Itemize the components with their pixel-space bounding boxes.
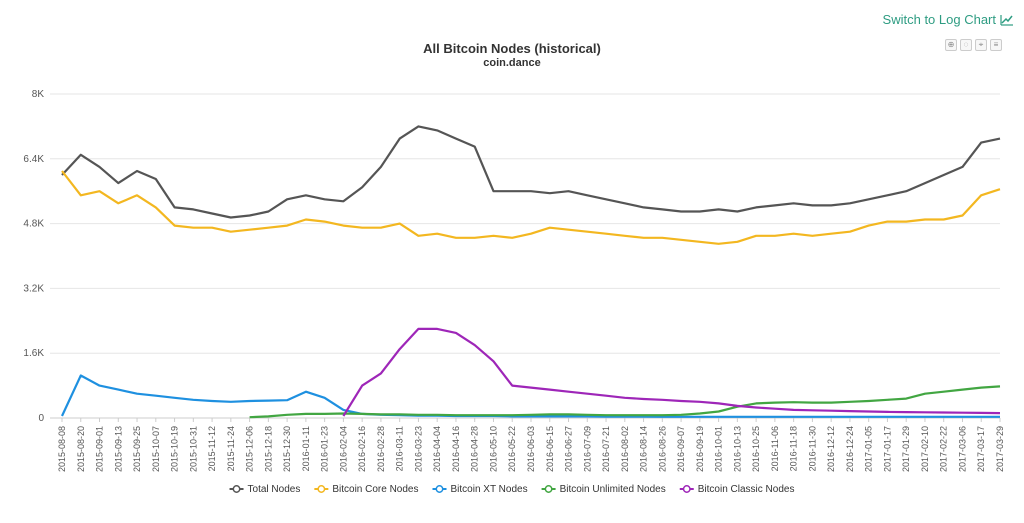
legend-label: Bitcoin Classic Nodes: [698, 484, 795, 495]
x-tick-label: 2016-12-24: [845, 426, 855, 472]
x-tick-label: 2016-04-04: [432, 426, 442, 472]
x-tick-label: 2015-10-07: [151, 426, 161, 472]
x-tick-label: 2015-12-06: [245, 426, 255, 472]
legend-label: Bitcoin Core Nodes: [332, 484, 418, 495]
x-axis: 2015-08-08 2015-08-20 2015-09-01 2015-09-13…: [57, 418, 1005, 472]
x-tick-label: 2016-08-26: [657, 426, 667, 472]
y-tick-label: 3.2K: [23, 283, 44, 294]
series-line-bitcoin-xt-nodes[interactable]: [61, 374, 1000, 418]
legend-label: Bitcoin Unlimited Nodes: [560, 484, 666, 495]
legend-marker-icon: [682, 485, 691, 493]
x-tick-label: 2017-02-10: [920, 426, 930, 472]
legend-item[interactable]: Bitcoin Classic Nodes: [679, 484, 795, 495]
x-tick-label: 2016-08-14: [639, 426, 649, 472]
series-line-bitcoin-classic-nodes[interactable]: [342, 327, 1001, 417]
y-tick-label: 8K: [32, 89, 45, 100]
x-tick-label: 2017-01-29: [901, 426, 911, 472]
x-tick-label: 2015-10-31: [188, 426, 198, 472]
series-line-bitcoin-unlimited-nodes[interactable]: [249, 385, 1001, 419]
grid-layer: [50, 93, 1000, 419]
x-tick-label: 2016-02-04: [338, 426, 348, 472]
x-tick-label: 2015-09-01: [95, 426, 105, 472]
x-tick-label: 2017-02-22: [939, 426, 949, 472]
line-chart-icon: [1000, 14, 1013, 26]
x-tick-label: 2016-01-23: [320, 426, 330, 472]
x-tick-label: 2016-12-12: [826, 426, 836, 472]
x-tick-label: 2015-08-08: [57, 426, 67, 472]
x-tick-label: 2016-11-30: [807, 426, 817, 471]
x-tick-label: 2017-03-06: [957, 426, 967, 472]
x-tick-label: 2017-01-05: [864, 426, 874, 472]
zoom-reset-icon[interactable]: ◌: [960, 39, 972, 51]
x-tick-label: 2017-01-17: [882, 426, 892, 472]
switch-to-log-chart-link[interactable]: Switch to Log Chart: [883, 12, 1014, 27]
legend-marker-icon: [544, 485, 553, 493]
x-tick-label: 2016-05-10: [488, 426, 498, 472]
x-tick-label: 2016-06-27: [564, 426, 574, 472]
y-tick-label: 6.4K: [23, 154, 44, 165]
y-tick-label: 1.6K: [23, 348, 44, 359]
x-tick-label: 2016-01-11: [301, 426, 311, 471]
x-tick-label: 2016-09-19: [695, 426, 705, 472]
legend-label: Total Nodes: [248, 484, 301, 495]
x-tick-label: 2016-06-03: [526, 426, 536, 472]
x-tick-label: 2016-02-16: [357, 426, 367, 472]
series-line-bitcoin-core-nodes[interactable]: [61, 170, 1001, 245]
series-layer: [61, 125, 1001, 419]
x-tick-label: 2016-06-15: [545, 426, 555, 472]
legend-item[interactable]: Bitcoin Unlimited Nodes: [541, 484, 666, 495]
series-line-total-nodes[interactable]: [61, 125, 1001, 219]
y-tick-label: 4.8K: [23, 219, 44, 230]
crosshair-icon[interactable]: ⌖: [975, 39, 987, 51]
x-tick-label: 2016-11-06: [770, 426, 780, 471]
x-tick-label: 2015-09-13: [113, 426, 123, 472]
legend-marker-icon: [317, 485, 326, 493]
legend-item[interactable]: Total Nodes: [229, 484, 301, 495]
legend-marker-icon: [232, 485, 241, 493]
x-tick-label: 2016-10-13: [732, 426, 742, 472]
legend-item[interactable]: Bitcoin Core Nodes: [314, 484, 419, 495]
legend-marker-icon: [435, 485, 444, 493]
x-tick-label: 2017-03-29: [995, 426, 1005, 472]
menu-icon[interactable]: ≡: [990, 39, 1002, 51]
chart-title: All Bitcoin Nodes (historical): [423, 41, 601, 56]
x-tick-label: 2016-03-11: [395, 426, 405, 471]
x-tick-label: 2015-11-12: [207, 426, 217, 471]
x-tick-label: 2016-05-22: [507, 426, 517, 472]
y-axis: 0 1.6K 3.2K 4.8K 6.4K 8K: [23, 89, 44, 424]
x-tick-label: 2016-04-28: [470, 426, 480, 472]
x-tick-label: 2015-11-24: [226, 426, 236, 471]
x-tick-label: 2015-12-30: [282, 426, 292, 472]
x-tick-label: 2017-03-17: [976, 426, 986, 472]
x-tick-label: 2015-12-18: [263, 426, 273, 472]
x-tick-label: 2016-03-23: [413, 426, 423, 472]
x-tick-label: 2016-10-25: [751, 426, 761, 472]
legend-item[interactable]: Bitcoin XT Nodes: [432, 484, 528, 495]
chart-subtitle: coin.dance: [483, 57, 541, 69]
chart-toolbar: ⊕ ◌ ⌖ ≡: [945, 39, 1002, 51]
x-tick-label: 2016-09-07: [676, 426, 686, 472]
legend[interactable]: Total Nodes Bitcoin Core Nodes Bitcoin XT …: [229, 484, 795, 495]
x-tick-label: 2016-10-01: [714, 426, 724, 472]
x-tick-label: 2015-10-19: [170, 426, 180, 472]
x-tick-label: 2016-07-09: [582, 426, 592, 472]
x-tick-label: 2015-08-20: [76, 426, 86, 472]
x-tick-label: 2015-09-25: [132, 426, 142, 472]
zoom-in-icon[interactable]: ⊕: [945, 39, 957, 51]
x-tick-label: 2016-11-18: [789, 426, 799, 471]
y-tick-label: 0: [38, 413, 44, 424]
log-chart-label: Switch to Log Chart: [882, 12, 996, 27]
x-tick-label: 2016-02-28: [376, 426, 386, 472]
x-tick-label: 2016-08-02: [620, 426, 630, 472]
x-tick-label: 2016-07-21: [601, 426, 611, 472]
legend-label: Bitcoin XT Nodes: [451, 484, 528, 495]
x-tick-label: 2016-04-16: [451, 426, 461, 472]
